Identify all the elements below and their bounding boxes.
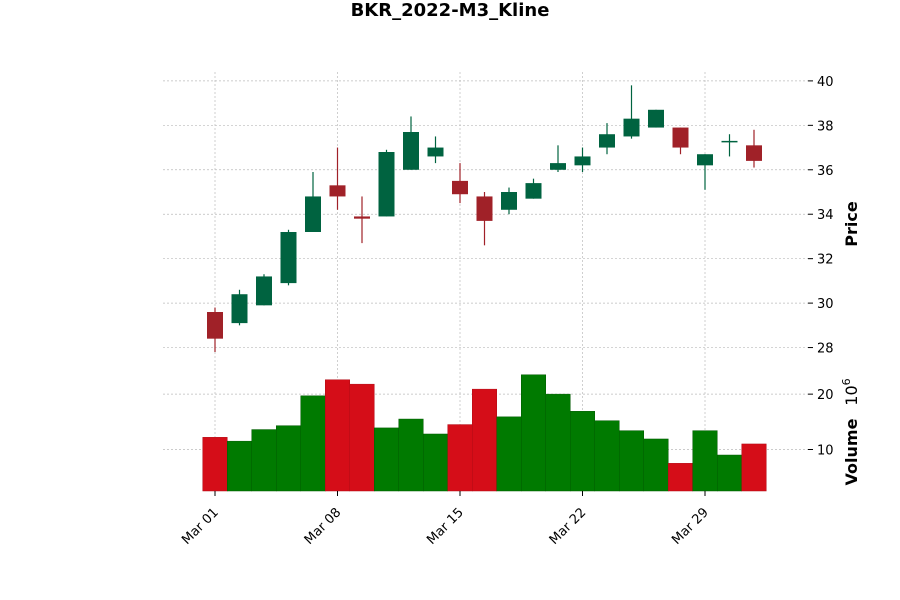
- candle: [574, 147, 591, 172]
- volume-bar: [619, 430, 644, 492]
- candle: [329, 147, 346, 210]
- volume-bar: [251, 429, 277, 492]
- candle: [207, 307, 223, 352]
- volume-bars: [202, 374, 767, 492]
- candle: [378, 149, 395, 217]
- volume-bar: [717, 454, 742, 492]
- candle-body: [648, 109, 664, 128]
- price-tick-label: 30: [817, 297, 834, 312]
- candle: [452, 163, 468, 204]
- volume-tick-label: 10: [817, 443, 834, 458]
- candle: [403, 116, 419, 170]
- candle-body: [623, 118, 640, 137]
- volume-bar: [227, 440, 252, 492]
- candle-body: [452, 180, 468, 195]
- volume-bar: [594, 420, 620, 492]
- price-tick-label: 40: [817, 75, 834, 90]
- candles: [207, 85, 762, 352]
- volume-bar: [276, 425, 301, 492]
- candle-body: [403, 132, 419, 170]
- candle: [525, 178, 542, 199]
- candle-body: [231, 294, 248, 324]
- volume-bar: [447, 424, 473, 492]
- candle-body: [329, 185, 346, 197]
- volume-bar: [692, 430, 718, 492]
- volume-tick-label: 20: [817, 388, 834, 403]
- candle-body: [574, 156, 591, 166]
- candle: [305, 172, 321, 232]
- volume-bar: [545, 393, 571, 492]
- candle-body: [501, 192, 517, 210]
- candle-body: [280, 232, 297, 284]
- candle-body: [427, 147, 444, 157]
- candle: [256, 274, 272, 306]
- volume-axis-label: Volume: [842, 418, 861, 485]
- volume-bar: [349, 383, 375, 492]
- candle-body: [550, 163, 566, 170]
- volume-bar: [643, 438, 669, 492]
- candle-body: [305, 196, 321, 232]
- candle: [721, 134, 738, 157]
- price-tick-label: 36: [817, 164, 834, 179]
- candle: [231, 289, 248, 326]
- candle-body: [207, 312, 223, 339]
- date-tick-label: Mar 15: [424, 505, 467, 548]
- candle-body: [672, 127, 689, 148]
- candle: [648, 109, 664, 128]
- date-tick-label: Mar 22: [547, 505, 590, 548]
- price-tick-label: 28: [817, 342, 834, 357]
- candle: [697, 154, 713, 190]
- candle: [354, 196, 370, 244]
- volume-bar: [423, 433, 448, 492]
- candle: [672, 127, 689, 155]
- candle: [746, 129, 762, 168]
- candle-body: [525, 183, 542, 199]
- candle: [476, 192, 493, 246]
- candle: [427, 136, 444, 164]
- volume-multiplier: 106: [840, 378, 861, 405]
- volume-bar: [202, 437, 228, 492]
- candle-body: [476, 196, 493, 221]
- candle-body: [697, 154, 713, 166]
- candle: [623, 85, 640, 139]
- volume-bar: [570, 411, 595, 492]
- price-axis-label: Price: [842, 201, 861, 247]
- candle: [280, 229, 297, 286]
- candle-body: [354, 216, 370, 219]
- candle-body: [721, 140, 738, 143]
- volume-bar: [300, 395, 326, 492]
- candle: [599, 123, 615, 155]
- volume-bar: [521, 374, 546, 492]
- chart-title: BKR_2022-M3_Kline: [350, 0, 550, 21]
- date-tick-label: Mar 29: [669, 505, 712, 548]
- volume-bar: [374, 427, 399, 492]
- candle: [501, 187, 517, 215]
- volume-bar: [741, 443, 767, 492]
- candle-body: [378, 152, 395, 217]
- date-tick-label: Mar 08: [302, 505, 345, 548]
- price-tick-label: 34: [817, 208, 834, 223]
- candle-body: [256, 276, 272, 306]
- volume-bar: [472, 388, 497, 492]
- price-tick-label: 38: [817, 119, 834, 134]
- candle: [550, 145, 566, 172]
- candle-body: [746, 145, 762, 161]
- candle-body: [599, 134, 615, 148]
- price-tick-label: 32: [817, 253, 834, 268]
- volume-bar: [496, 416, 522, 492]
- volume-bar: [325, 379, 350, 492]
- volume-bar: [668, 463, 693, 492]
- date-tick-label: Mar 01: [179, 505, 222, 548]
- volume-bar: [398, 418, 424, 492]
